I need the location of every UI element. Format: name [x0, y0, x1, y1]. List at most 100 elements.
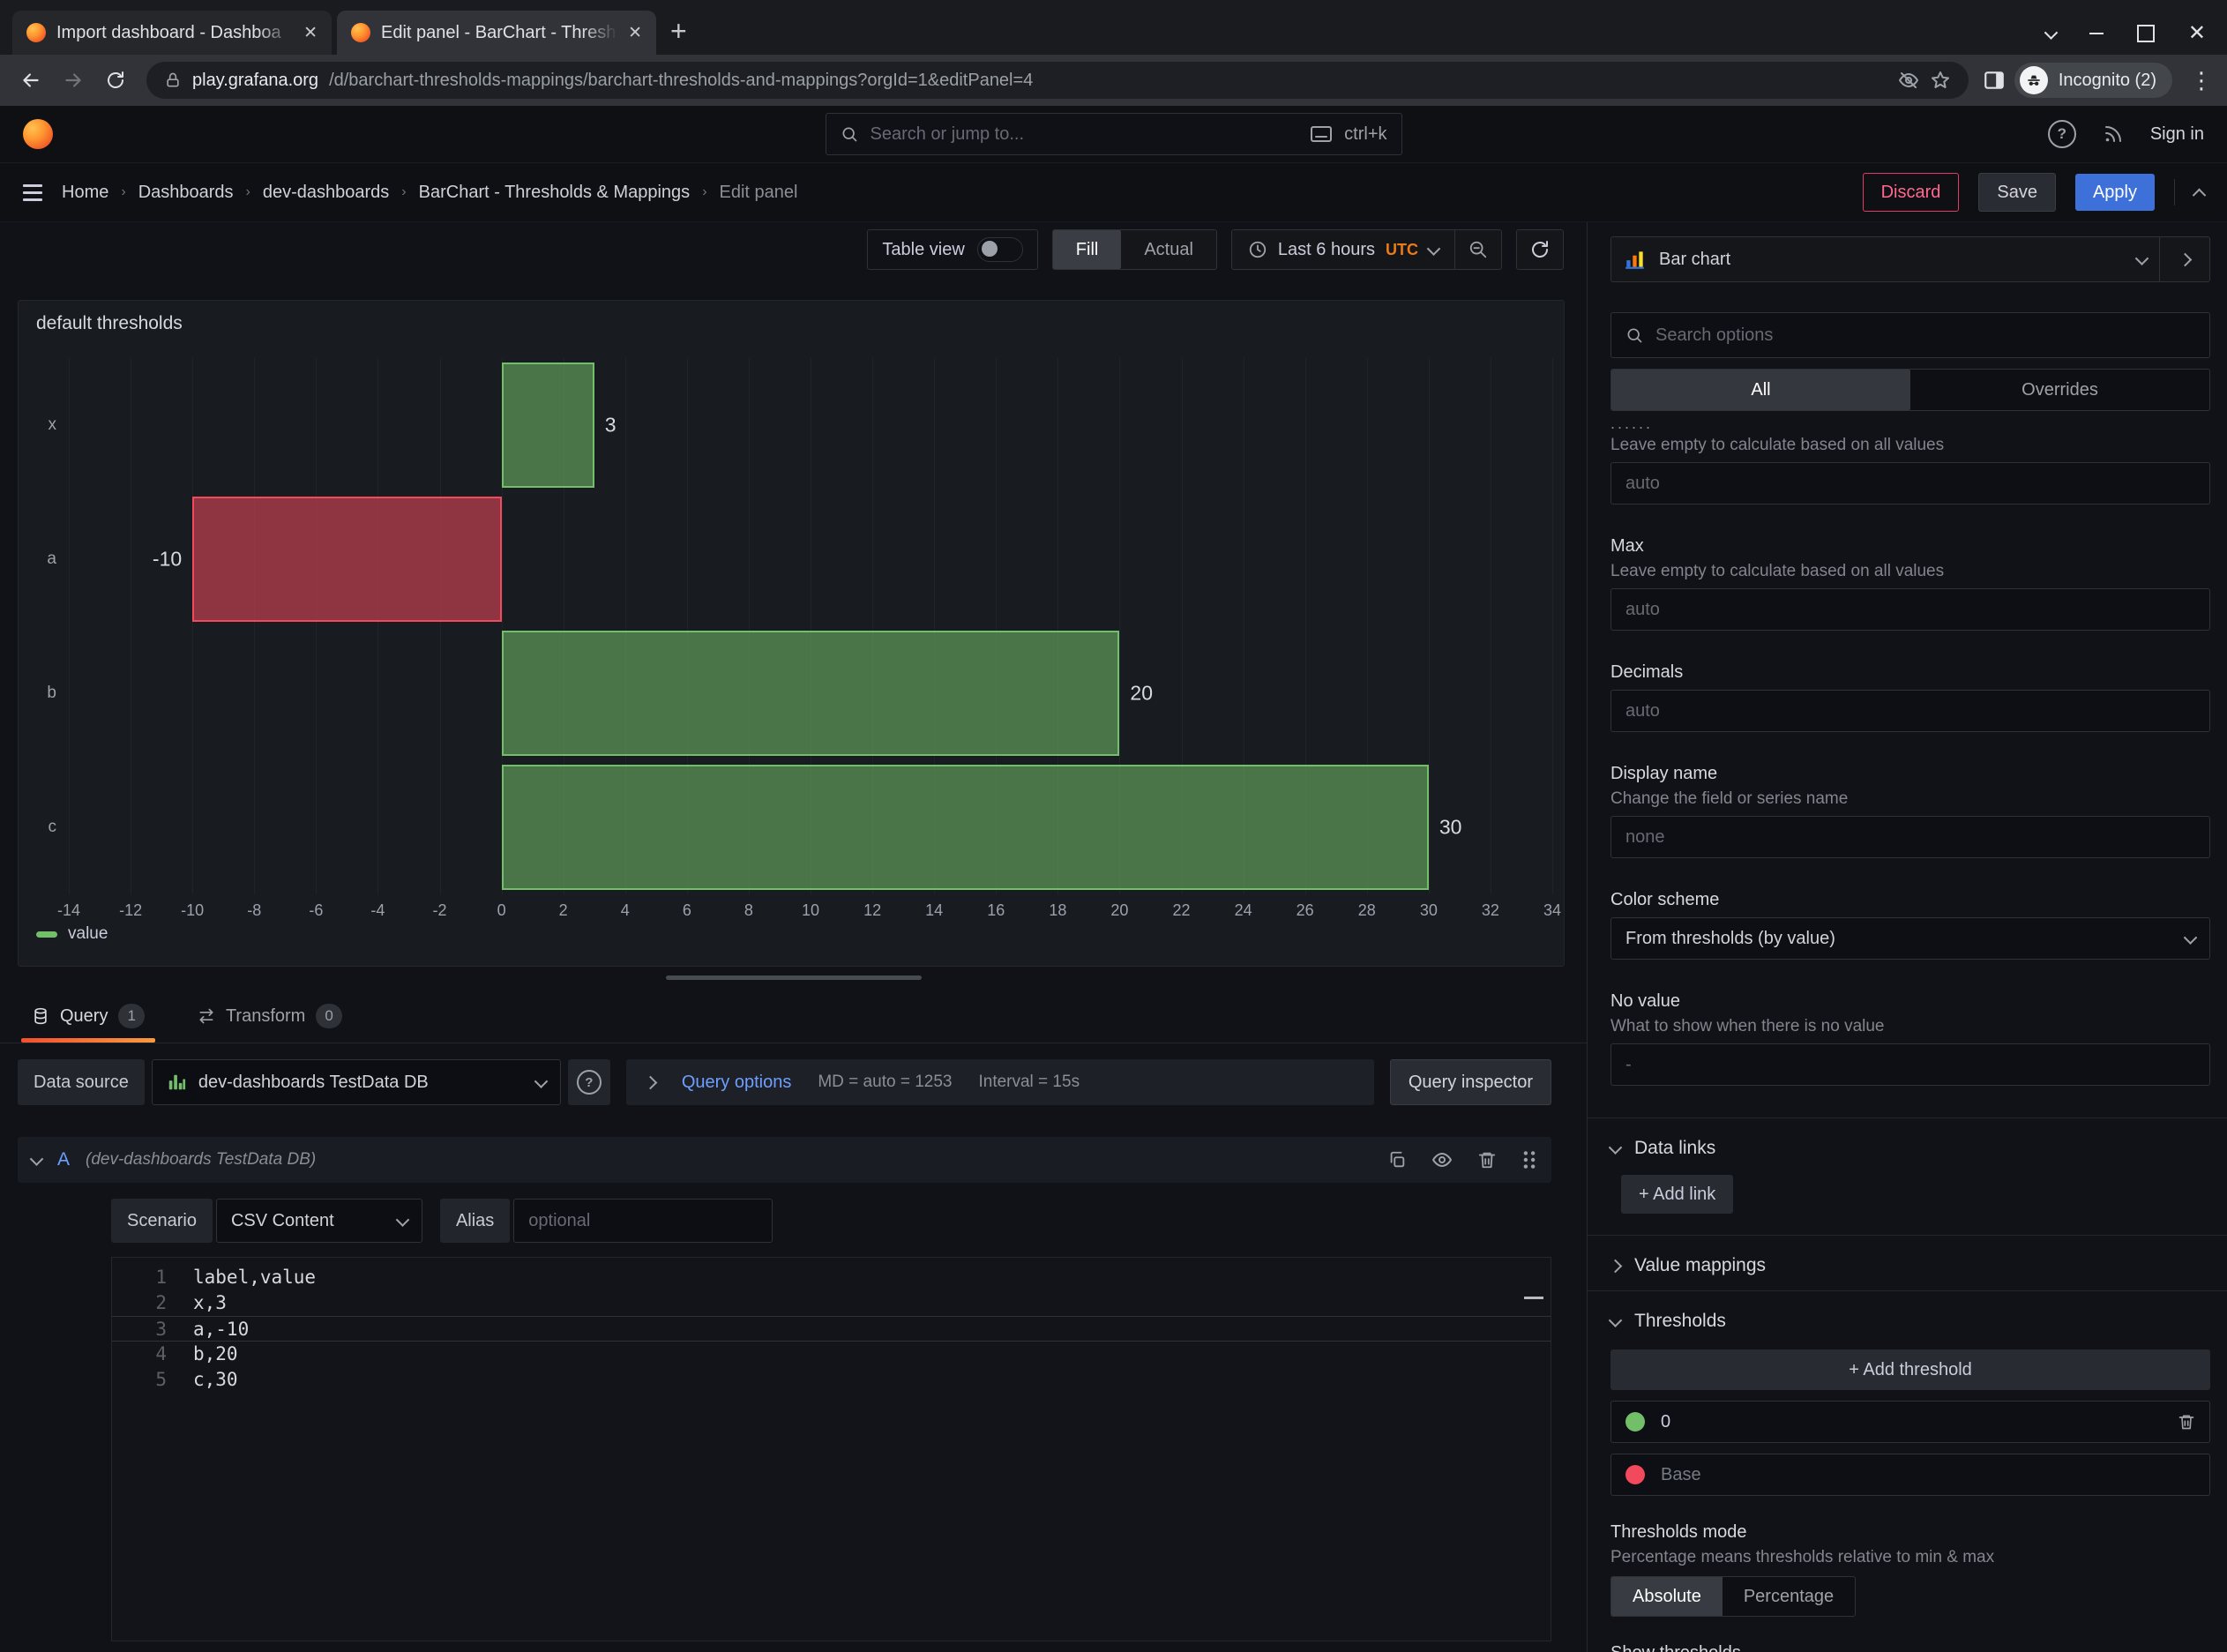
zoom-out-button[interactable] — [1454, 230, 1501, 269]
maximize-window-button[interactable] — [2136, 25, 2155, 42]
splitter-handle[interactable] — [665, 976, 922, 980]
mode-absolute-option[interactable]: Absolute — [1611, 1577, 1723, 1616]
fill-option[interactable]: Fill — [1052, 230, 1122, 269]
min-input[interactable]: auto — [1610, 462, 2210, 505]
tab-query[interactable]: Query 1 — [21, 990, 155, 1043]
query-options-link[interactable]: Query options — [681, 1072, 792, 1092]
breadcrumb: Home › Dashboards › dev-dashboards › BarChart … — [62, 182, 798, 202]
datasource-help-button[interactable]: ? — [567, 1059, 610, 1105]
disable-query-eye-icon[interactable] — [1431, 1149, 1453, 1170]
data-links-label: Data links — [1634, 1138, 1716, 1158]
tab-overrides[interactable]: Overrides — [2021, 379, 2098, 400]
close-tab-icon[interactable]: ✕ — [303, 23, 318, 42]
actual-option[interactable]: Actual — [1144, 239, 1193, 259]
editor-line[interactable]: 3 a,-10 — [112, 1316, 1551, 1342]
sign-in-link[interactable]: Sign in — [2149, 123, 2204, 144]
legend-series-label[interactable]: value — [68, 924, 108, 943]
duplicate-query-icon[interactable] — [1387, 1150, 1407, 1170]
legend[interactable]: value — [36, 924, 108, 944]
editor-line[interactable]: 2 x,3 — [112, 1290, 1551, 1316]
editor-line[interactable]: 1 label,value — [112, 1265, 1551, 1290]
drag-handle-icon[interactable] — [1521, 1150, 1537, 1170]
time-range-button[interactable]: Last 6 hours UTC — [1232, 230, 1454, 269]
table-view-toggle[interactable] — [976, 237, 1023, 262]
side-panel-icon[interactable] — [1983, 69, 2006, 92]
mode-percentage-option[interactable]: Percentage — [1743, 1586, 1835, 1606]
collapse-header-chevron-icon[interactable] — [2192, 188, 2207, 202]
discard-button[interactable]: Discard — [1862, 173, 1960, 212]
visualization-name: Bar chart — [1659, 249, 1731, 269]
threshold-color-dot[interactable] — [1625, 1412, 1645, 1431]
collapse-options-pane-button[interactable] — [2159, 237, 2209, 281]
tab-search-chevron-icon[interactable] — [2044, 25, 2059, 40]
gridline — [1181, 358, 1183, 894]
breadcrumb-item[interactable]: dev-dashboards — [262, 182, 390, 202]
threshold-row[interactable]: Base — [1610, 1454, 2210, 1496]
forward-button[interactable] — [56, 69, 90, 92]
bar-x[interactable] — [501, 363, 594, 488]
breadcrumb-item[interactable]: BarChart - Thresholds & Mappings — [418, 182, 691, 202]
query-row-header[interactable]: A (dev-dashboards TestData DB) — [18, 1137, 1551, 1183]
delete-query-trash-icon[interactable] — [1477, 1150, 1497, 1170]
max-input[interactable]: auto — [1610, 588, 2210, 631]
no-value-input[interactable]: - — [1610, 1043, 2210, 1086]
address-bar[interactable]: play.grafana.org /d/barchart-thresholds-… — [146, 62, 1969, 99]
collapse-query-chevron-icon[interactable] — [29, 1151, 44, 1166]
display-name-input[interactable]: none — [1610, 816, 2210, 858]
thresholds-section-header[interactable]: Thresholds — [1608, 1291, 2210, 1344]
browser-tab-import-dashboard[interactable]: Import dashboard - Dashboa ✕ — [12, 11, 332, 55]
value-mappings-section-header[interactable]: Value mappings — [1608, 1236, 2210, 1289]
no-value-description: What to show when there is no value — [1610, 1017, 1885, 1035]
close-tab-icon[interactable]: ✕ — [628, 23, 642, 42]
breadcrumb-item[interactable]: Dashboards — [138, 182, 234, 202]
csv-content-editor[interactable]: 1 label,value 2 x,3 3 a,-10 4 b,20 5 c,30 — [111, 1257, 1551, 1641]
browser-menu-icon[interactable]: ⋮ — [2190, 66, 2213, 93]
search-bar[interactable]: Search or jump to... ctrl+k — [825, 113, 1402, 155]
tab-all[interactable]: All — [1611, 370, 1910, 410]
line-content: label,value — [193, 1267, 317, 1288]
breadcrumb-item[interactable]: Home — [62, 182, 109, 202]
datasource-row: Data source dev-dashboards TestData DB ?… — [18, 1059, 1551, 1105]
add-threshold-button[interactable]: + Add threshold — [1610, 1349, 2210, 1390]
help-icon[interactable]: ? — [2047, 120, 2076, 148]
bar-c[interactable] — [501, 765, 1429, 890]
reload-button[interactable] — [99, 70, 132, 91]
apply-button[interactable]: Apply — [2074, 174, 2155, 211]
minimize-window-button[interactable] — [2089, 33, 2104, 34]
threshold-row[interactable]: 0 — [1610, 1401, 2210, 1443]
editor-line[interactable]: 4 b,20 — [112, 1342, 1551, 1367]
eye-off-icon[interactable] — [1898, 70, 1919, 91]
decimals-input[interactable]: auto — [1610, 690, 2210, 732]
chevron-right-icon[interactable] — [643, 1075, 658, 1089]
tab-transform[interactable]: Transform 0 — [192, 990, 348, 1043]
datasource-picker[interactable]: dev-dashboards TestData DB — [151, 1059, 561, 1105]
refresh-button[interactable] — [1516, 229, 1564, 270]
delete-threshold-trash-icon[interactable] — [2178, 1413, 2195, 1431]
pane-splitter[interactable] — [0, 967, 1587, 990]
time-picker: Last 6 hours UTC — [1230, 229, 1502, 270]
query-inspector-button[interactable]: Query inspector — [1389, 1059, 1551, 1105]
alias-input[interactable]: optional — [513, 1199, 773, 1243]
grafana-logo[interactable] — [23, 119, 53, 149]
scenario-select[interactable]: CSV Content — [215, 1199, 422, 1243]
new-tab-button[interactable]: + — [670, 15, 687, 47]
editor-line[interactable]: 5 c,30 — [112, 1367, 1551, 1393]
options-search-input[interactable]: Search options — [1610, 312, 2210, 358]
color-scheme-select[interactable]: From thresholds (by value) — [1610, 917, 2210, 960]
save-button[interactable]: Save — [1978, 173, 2056, 212]
menu-hamburger-icon[interactable] — [23, 183, 42, 201]
back-button[interactable] — [14, 69, 48, 92]
browser-tab-edit-panel[interactable]: Edit panel - BarChart - Thresh ✕ — [337, 11, 656, 55]
incognito-profile-badge[interactable]: Incognito (2) — [2014, 63, 2172, 98]
close-window-button[interactable]: ✕ — [2187, 21, 2206, 45]
bar-b[interactable] — [501, 631, 1120, 756]
news-rss-icon[interactable] — [2103, 123, 2124, 145]
x-axis-tick-label: 10 — [801, 901, 820, 919]
threshold-color-dot[interactable] — [1625, 1465, 1645, 1484]
add-link-button[interactable]: + Add link — [1621, 1175, 1734, 1214]
bar-a[interactable] — [192, 497, 502, 622]
bookmark-star-icon[interactable] — [1930, 70, 1951, 91]
data-links-section-header[interactable]: Data links — [1608, 1118, 2210, 1171]
visualization-select[interactable]: Bar chart — [1611, 237, 2159, 281]
